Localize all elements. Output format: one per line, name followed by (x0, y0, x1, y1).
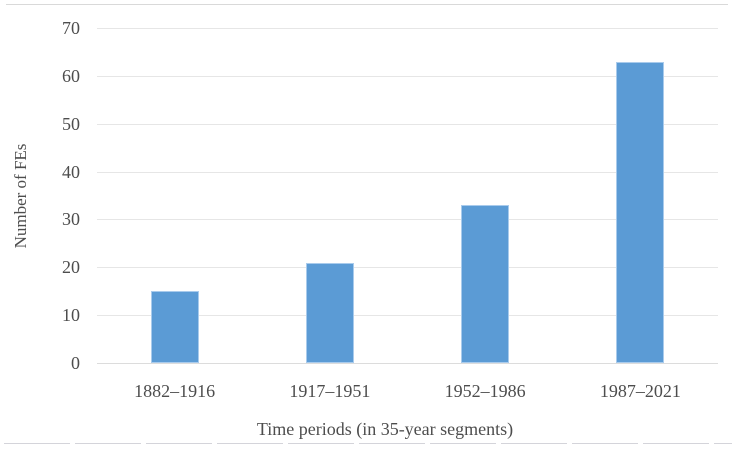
x-tick-label: 1917–1951 (289, 381, 371, 401)
gridline (97, 75, 718, 77)
gridline (97, 123, 718, 125)
y-axis-title: Number of FEs (11, 143, 30, 249)
bar (150, 291, 199, 363)
y-tick-label: 0 (71, 353, 80, 373)
x-tick-label: 1987–2021 (599, 381, 681, 401)
gridline (97, 315, 718, 317)
y-tick-label: 70 (62, 18, 80, 38)
y-tick-label: 10 (62, 305, 80, 326)
gridline (97, 28, 718, 29)
gridline (97, 219, 718, 221)
y-tick-label: 50 (62, 113, 80, 134)
x-axis-title: Time periods (in 35-year segments) (256, 419, 514, 439)
y-tick-label: 30 (62, 209, 80, 230)
bar (461, 205, 510, 363)
x-tick-label: 1952–1986 (444, 381, 526, 401)
bar (616, 61, 665, 363)
y-tick-label: 40 (62, 161, 80, 182)
bottom-border-line (4, 443, 732, 444)
x-axis-line (97, 363, 718, 364)
gridline (97, 171, 718, 173)
top-border-line (6, 4, 728, 5)
gridline (97, 267, 718, 269)
y-tick-label: 60 (62, 65, 80, 86)
x-tick-label: 1882–1916 (134, 381, 216, 401)
y-tick-label: 20 (62, 257, 80, 278)
bar (305, 262, 354, 363)
